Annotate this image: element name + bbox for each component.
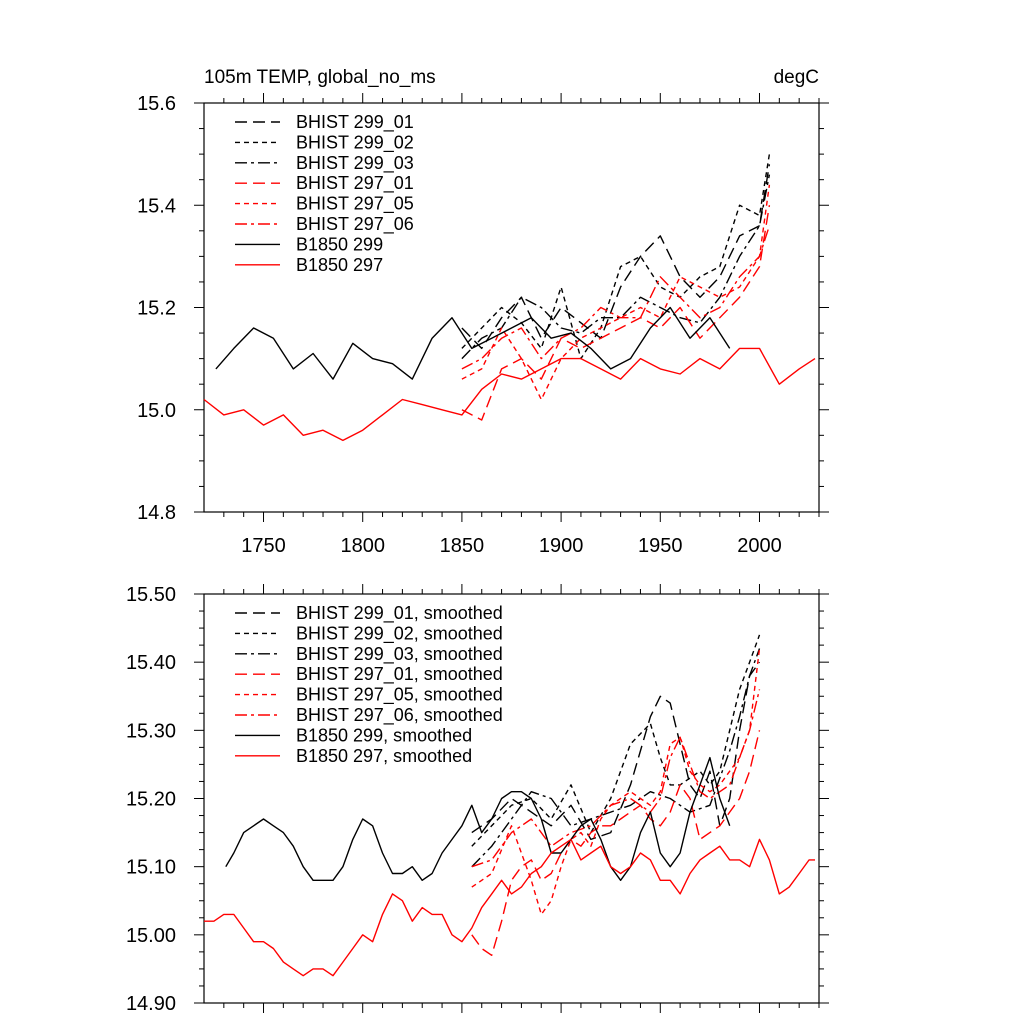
- y-tick-label: 15.10: [126, 857, 176, 879]
- bottom-series-line-5: [471, 689, 761, 868]
- top-axis-ticks: 1750 1800 1850 1900 1950 2000 14.8 15.0 15.2 15.4…: [137, 93, 829, 557]
- top-panel-units: degC: [774, 67, 819, 88]
- top-legend-label: BHIST 299_01: [296, 112, 414, 133]
- y-tick-label: 15.40: [126, 652, 176, 674]
- y-tick-label: 15.50: [126, 584, 176, 606]
- y-tick-label: 15.4: [137, 195, 176, 217]
- bottom-axis-ticks: 14.90 15.00 15.10 15.20 15.30 15.40 15.50: [126, 584, 829, 1015]
- y-tick-label: 14.90: [126, 993, 176, 1015]
- top-legend-label: BHIST 297_01: [296, 173, 414, 194]
- top-legend-label: BHIST 299_03: [296, 153, 414, 174]
- bottom-series-lines: [204, 634, 815, 977]
- top-legend-label: BHIST 297_06: [296, 214, 414, 235]
- bottom-legend-label: BHIST 297_06, smoothed: [296, 705, 503, 726]
- top-legend-label: BHIST 299_02: [296, 132, 414, 153]
- bottom-series-line-7: [204, 838, 815, 977]
- x-tick-label: 1750: [241, 535, 286, 557]
- bottom-legend-label: B1850 299, smoothed: [296, 725, 472, 745]
- top-legend-label: B1850 299: [296, 234, 383, 254]
- top-series-line-7: [203, 347, 816, 442]
- bottom-legend-label: BHIST 299_03, smoothed: [296, 644, 503, 665]
- y-tick-label: 15.0: [137, 400, 176, 422]
- top-series-line-6: [215, 306, 731, 380]
- x-tick-label: 1900: [539, 535, 584, 557]
- top-series-line-0: [461, 164, 771, 350]
- bottom-legend-label: BHIST 297_05, smoothed: [296, 685, 503, 706]
- y-tick-label: 15.2: [137, 298, 176, 320]
- y-tick-label: 15.30: [126, 720, 176, 742]
- bottom-legend-label: B1850 297, smoothed: [296, 746, 472, 766]
- bottom-legend-label: BHIST 299_02, smoothed: [296, 623, 503, 644]
- x-tick-label: 1800: [340, 535, 385, 557]
- y-tick-label: 15.00: [126, 925, 176, 947]
- bottom-panel: 14.90 15.00 15.10 15.20 15.30 15.40 15.50 BHIS…: [126, 584, 829, 1015]
- bottom-series-line-3: [471, 730, 761, 956]
- top-panel: 105m TEMP, global_no_ms degC 1750 1800 185…: [137, 67, 829, 557]
- x-tick-label: 1950: [638, 535, 683, 557]
- bottom-legend-label: BHIST 297_01, smoothed: [296, 664, 503, 685]
- top-legend-label: B1850 297: [296, 255, 383, 275]
- bottom-legend-label: BHIST 299_01, smoothed: [296, 603, 503, 624]
- bottom-series-line-6: [225, 756, 731, 881]
- y-tick-label: 15.20: [126, 789, 176, 811]
- top-legend-label: BHIST 297_05: [296, 194, 414, 215]
- y-tick-label: 14.8: [137, 502, 176, 524]
- top-series-line-4: [461, 184, 771, 401]
- x-tick-label: 1850: [440, 535, 485, 557]
- bottom-series-line-2: [471, 648, 761, 868]
- y-tick-label: 15.6: [137, 93, 176, 115]
- x-tick-label: 2000: [737, 535, 782, 557]
- top-series-line-2: [461, 174, 771, 360]
- top-series-line-5: [461, 225, 771, 370]
- top-panel-title: 105m TEMP, global_no_ms: [204, 67, 436, 88]
- top-series-lines: [203, 153, 816, 442]
- top-series-line-3: [461, 205, 771, 421]
- bottom-series-line-1: [471, 634, 761, 847]
- top-series-line-1: [461, 153, 771, 360]
- bottom-series-line-0: [471, 661, 761, 841]
